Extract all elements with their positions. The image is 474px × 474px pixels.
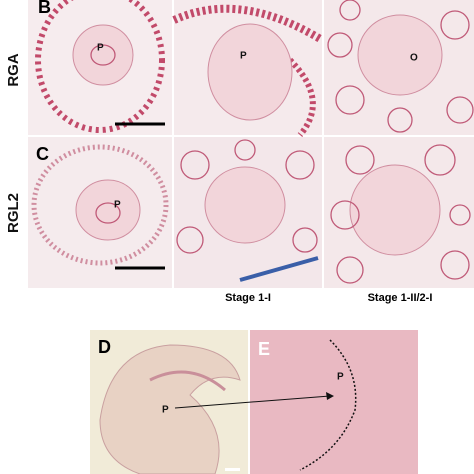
marker: P [114,200,121,211]
column-label: Stage 1-I [225,292,271,304]
micrograph-grid [28,0,474,288]
micrograph-bottom [90,330,418,474]
panel-letter: C [36,144,49,164]
panel-letter: B [38,0,51,17]
marker: O [410,53,418,64]
row-label: RGL2 [5,193,22,233]
marker: P [162,405,169,416]
marker: P [337,372,344,383]
marker: P [97,43,104,54]
column-label: Stage 1-II/2-I [368,292,433,304]
panel-letter: D [98,337,111,357]
row-label: RGA [5,53,22,87]
panel-letter: E [258,339,270,359]
marker: P [240,51,247,62]
